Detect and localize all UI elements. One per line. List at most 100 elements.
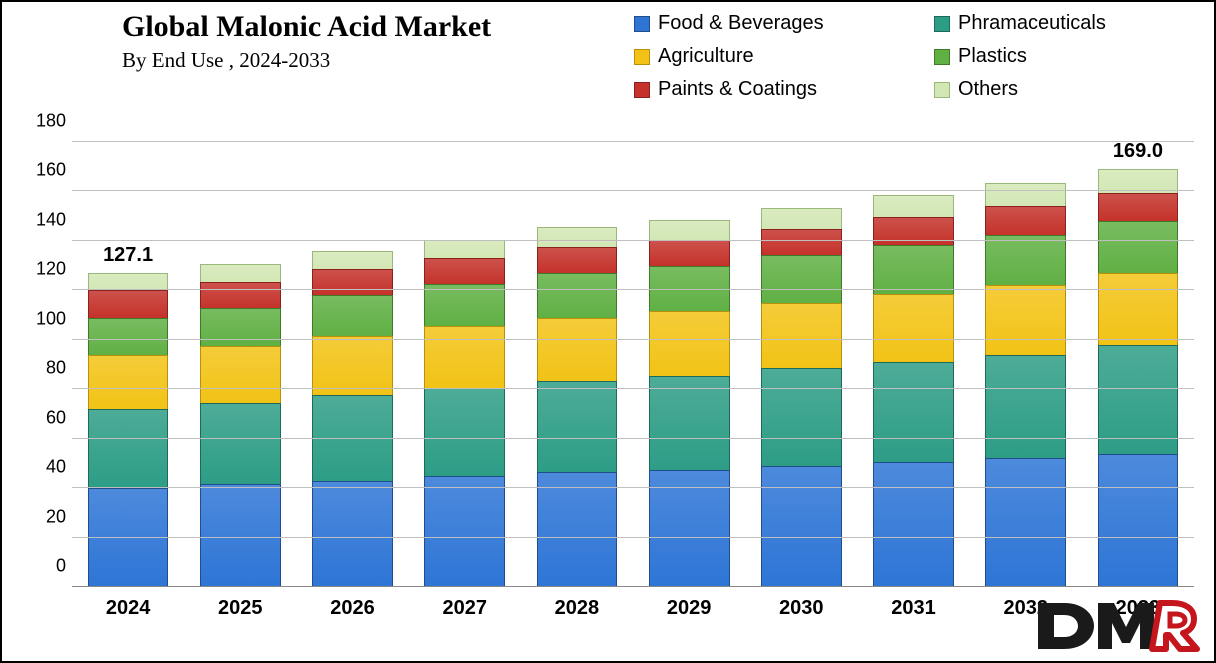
- bar-segment-food_beverages: [424, 476, 505, 587]
- title-block: Global Malonic Acid Market By End Use , …: [122, 10, 491, 73]
- y-tick-label: 20: [22, 506, 66, 527]
- x-axis-line: [72, 586, 1194, 587]
- bar-data-label: 169.0: [1113, 140, 1163, 163]
- publisher-logo: [1030, 597, 1200, 655]
- x-tick-label: 2026: [330, 597, 375, 620]
- bar-segment-others: [1098, 169, 1179, 192]
- bar-segment-food_beverages: [985, 458, 1066, 587]
- bar-segment-pharmaceuticals: [873, 362, 954, 462]
- legend-item: Agriculture: [634, 45, 894, 68]
- bar-segment-agriculture: [873, 294, 954, 362]
- x-tick-label: 2027: [442, 597, 487, 620]
- bar-segment-others: [312, 251, 393, 270]
- bar-slot: 2030: [745, 142, 857, 587]
- grid-line: [72, 438, 1194, 439]
- stacked-bar: [1098, 142, 1179, 587]
- legend: Food & Beverages Phramaceuticals Agricultu…: [634, 12, 1194, 101]
- y-tick-label: 160: [22, 160, 66, 181]
- bar-segment-others: [649, 220, 730, 240]
- bar-slot: 2031: [857, 142, 969, 587]
- bar-data-label: 127.1: [103, 244, 153, 267]
- bar-segment-paints_coatings: [1098, 193, 1179, 221]
- bar-segment-plastics: [761, 255, 842, 303]
- plot-area: 2024127.12025202620272028202920302031203…: [72, 142, 1194, 587]
- bar-segment-plastics: [985, 235, 1066, 286]
- logo-letter-r: [1152, 603, 1197, 649]
- bar-segment-plastics: [537, 273, 618, 318]
- x-tick-label: 2031: [891, 597, 936, 620]
- y-tick-label: 120: [22, 259, 66, 280]
- legend-swatch: [634, 49, 650, 65]
- chart-frame: Global Malonic Acid Market By End Use , …: [0, 0, 1216, 663]
- bar-segment-agriculture: [1098, 273, 1179, 345]
- bar-segment-agriculture: [537, 318, 618, 381]
- bar-segment-food_beverages: [761, 466, 842, 587]
- grid-line: [72, 141, 1194, 142]
- x-tick-label: 2025: [218, 597, 263, 620]
- bar-segment-pharmaceuticals: [537, 381, 618, 472]
- bar-segment-food_beverages: [88, 488, 169, 587]
- x-tick-label: 2029: [667, 597, 712, 620]
- bar-segment-others: [761, 208, 842, 229]
- bar-segment-pharmaceuticals: [88, 409, 169, 488]
- bar-segment-plastics: [88, 318, 169, 355]
- bar-slot: 2029: [633, 142, 745, 587]
- bar-segment-plastics: [312, 295, 393, 336]
- bar-segment-others: [985, 183, 1066, 206]
- bar-segment-agriculture: [312, 336, 393, 395]
- grid-line: [72, 240, 1194, 241]
- y-tick-label: 80: [22, 358, 66, 379]
- bar-segment-paints_coatings: [312, 269, 393, 295]
- chart-title: Global Malonic Acid Market: [122, 10, 491, 44]
- bar-segment-others: [88, 273, 169, 290]
- bar-segment-paints_coatings: [88, 290, 169, 317]
- y-tick-label: 140: [22, 209, 66, 230]
- legend-item: Others: [934, 78, 1194, 101]
- y-tick-label: 0: [22, 556, 66, 577]
- bar-segment-paints_coatings: [200, 282, 281, 308]
- y-tick-label: 60: [22, 407, 66, 428]
- chart-header: Global Malonic Acid Market By End Use , …: [2, 8, 1214, 118]
- legend-item: Food & Beverages: [634, 12, 894, 35]
- bar-segment-paints_coatings: [424, 258, 505, 284]
- bar-segment-plastics: [424, 284, 505, 326]
- bar-segment-agriculture: [649, 311, 730, 375]
- bar-segment-food_beverages: [312, 481, 393, 587]
- legend-swatch: [934, 82, 950, 98]
- stacked-bar: [649, 142, 730, 587]
- legend-item: Plastics: [934, 45, 1194, 68]
- bar-segment-others: [424, 240, 505, 259]
- legend-label: Others: [958, 78, 1018, 101]
- bar-slot: 2032: [970, 142, 1082, 587]
- stacked-bar: [873, 142, 954, 587]
- bar-segment-food_beverages: [873, 462, 954, 587]
- legend-label: Phramaceuticals: [958, 12, 1106, 35]
- chart-subtitle: By End Use , 2024-2033: [122, 48, 491, 73]
- legend-label: Food & Beverages: [658, 12, 824, 35]
- stacked-bar: [88, 142, 169, 587]
- grid-line: [72, 289, 1194, 290]
- stacked-bar: [985, 142, 1066, 587]
- bar-segment-agriculture: [88, 355, 169, 409]
- x-tick-label: 2024: [106, 597, 151, 620]
- grid-line: [72, 190, 1194, 191]
- bar-segment-agriculture: [200, 346, 281, 403]
- bar-segment-plastics: [200, 308, 281, 346]
- bar-segment-pharmaceuticals: [649, 376, 730, 470]
- legend-swatch: [634, 82, 650, 98]
- legend-item: Paints & Coatings: [634, 78, 894, 101]
- y-tick-label: 180: [22, 111, 66, 132]
- bar-segment-plastics: [873, 245, 954, 294]
- bars-container: 2024127.12025202620272028202920302031203…: [72, 142, 1194, 587]
- bar-segment-agriculture: [761, 303, 842, 369]
- bar-segment-pharmaceuticals: [424, 388, 505, 476]
- grid-line: [72, 487, 1194, 488]
- grid-line: [72, 339, 1194, 340]
- bar-segment-plastics: [1098, 221, 1179, 273]
- bar-segment-paints_coatings: [649, 240, 730, 266]
- stacked-bar: [761, 142, 842, 587]
- bar-segment-pharmaceuticals: [200, 403, 281, 485]
- stacked-bar: [200, 142, 281, 587]
- legend-item: Phramaceuticals: [934, 12, 1194, 35]
- bar-segment-food_beverages: [537, 472, 618, 587]
